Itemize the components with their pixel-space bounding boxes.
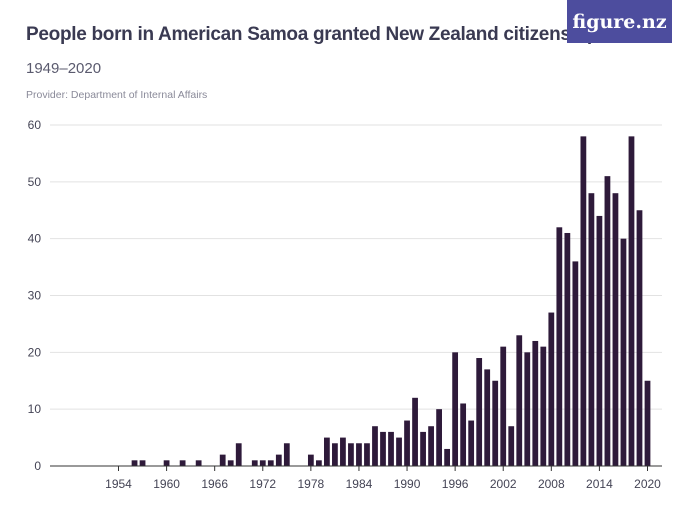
bar [436,409,442,466]
bars [50,136,662,467]
chart-title: People born in American Samoa granted Ne… [26,24,599,45]
bar [340,437,346,466]
bar [508,426,515,466]
bar [131,460,138,466]
bar [572,261,579,466]
bar [500,346,507,466]
bar [380,431,386,466]
bar [580,136,587,466]
bar [564,232,571,466]
bar [315,460,322,466]
y-tick-label: 50 [28,175,42,189]
bar [251,460,258,466]
x-tick-label: 1972 [249,477,276,491]
bar [356,443,362,466]
chart-subtitle: 1949–2020 [26,60,102,77]
bar [324,437,330,466]
bar [540,346,547,466]
bar [259,460,266,466]
bar [428,426,434,466]
bar [412,397,418,466]
bar [267,460,274,466]
figure-nz-logo[interactable]: figure.nz [567,0,672,43]
y-tick-label: 20 [28,345,42,359]
bar [420,431,426,466]
bar [364,443,370,466]
bar [444,448,451,466]
x-tick-label: 2020 [634,477,661,491]
bar [532,340,539,466]
bar [404,420,410,466]
bar [163,460,170,466]
x-tick-label: 1966 [201,477,228,491]
bar [636,210,643,466]
bar [195,460,202,466]
bar [620,238,627,466]
x-tick-label: 2002 [490,477,517,491]
x-axis-ticks: 1954 1960 1966 1972 1978 1984 1990 1996 2002 2008… [105,466,661,491]
x-tick-label: 1984 [346,477,373,491]
bar [227,460,234,466]
bar [372,426,378,466]
bar [492,380,499,466]
data-provider: Provider: Department of Internal Affairs [26,89,208,101]
bar [332,443,338,466]
bar [452,352,459,466]
logo-text: figure.nz [572,10,667,33]
bar [307,454,314,466]
bar [275,454,282,466]
x-tick-label: 2014 [586,477,613,491]
bar [476,358,483,466]
bar [219,454,226,466]
x-tick-label: 1996 [442,477,469,491]
bar [588,193,595,466]
y-tick-label: 30 [28,289,42,303]
x-tick-label: 1960 [153,477,180,491]
x-tick-label: 2008 [538,477,565,491]
bar [524,352,531,466]
y-axis-ticks: 0 10 20 30 40 50 60 [28,118,42,473]
y-tick-label: 0 [34,459,41,473]
bar [644,380,651,466]
x-tick-label: 1954 [105,477,132,491]
bar [468,420,475,466]
bar [348,443,354,466]
y-tick-label: 10 [28,402,42,416]
bar [139,460,146,466]
bar [604,176,611,466]
bar [548,312,555,466]
bar [556,227,563,466]
x-tick-label: 1978 [298,477,325,491]
bar [283,443,290,466]
bar [179,460,186,466]
bar [628,136,635,466]
bar [612,193,619,466]
y-tick-label: 60 [28,118,42,132]
y-tick-label: 40 [28,232,42,246]
bar [396,437,402,466]
x-tick-label: 1990 [394,477,421,491]
bar [484,369,491,466]
bar [460,403,467,466]
bar [516,335,523,466]
bar [235,443,242,466]
bar [596,215,603,466]
bar [388,431,394,466]
